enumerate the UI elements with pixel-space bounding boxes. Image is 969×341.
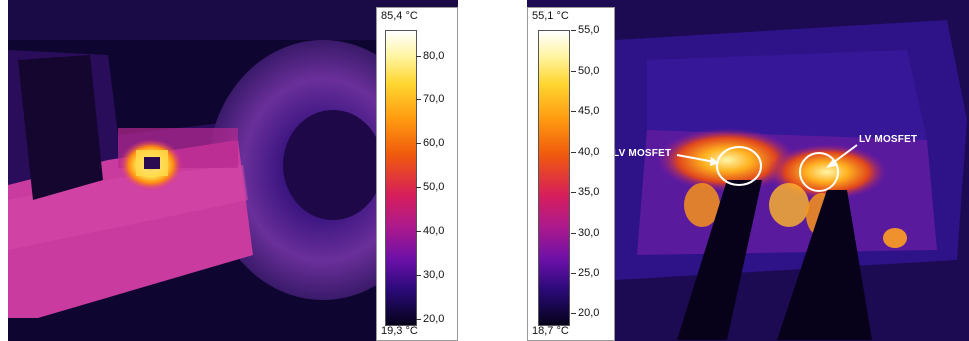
highlight-circle-left <box>716 146 762 186</box>
tick-label: 25,0 <box>570 267 600 279</box>
highlight-circle-right <box>799 152 839 192</box>
temperature-scale-left: 85,4 °C 80,0 70,0 60,0 50,0 40,0 30,0 20… <box>376 7 458 341</box>
tick-label: 20,0 <box>415 313 445 325</box>
tick-label: 60,0 <box>415 137 445 149</box>
dark-block-shape <box>18 55 103 200</box>
annotation-lv-mosfet-right: LV MOSFET <box>859 134 918 145</box>
scale-max-label: 85,4 °C <box>381 10 418 22</box>
tick-label: 50,0 <box>415 181 445 193</box>
tick-label: 50,0 <box>570 65 600 77</box>
tick-label: 80,0 <box>415 50 445 62</box>
tick-label: 30,0 <box>415 269 445 281</box>
tick-label: 55,0 <box>570 24 600 36</box>
probe-shape <box>777 190 872 340</box>
tick-label: 45,0 <box>570 105 600 117</box>
tick-label: 30,0 <box>570 227 600 239</box>
scale-min-label: 19,3 °C <box>381 325 418 337</box>
tick-label: 70,0 <box>415 93 445 105</box>
tick-label: 40,0 <box>415 225 445 237</box>
thermal-image-left: 85,4 °C 80,0 70,0 60,0 50,0 40,0 30,0 20… <box>8 0 458 341</box>
tick-label: 20,0 <box>570 307 600 319</box>
probe-shape <box>677 180 762 340</box>
mosfet-hotspot-left <box>657 128 797 192</box>
thermal-image-right: LV MOSFET LV MOSFET 55,1 °C 55,0 50,0 45… <box>527 0 969 341</box>
temperature-scale-right: 55,1 °C 55,0 50,0 45,0 40,0 35,0 30,0 25… <box>527 7 615 341</box>
scale-min-label: 18,7 °C <box>532 325 569 337</box>
tick-label: 35,0 <box>570 186 600 198</box>
scale-max-label: 55,1 °C <box>532 10 569 22</box>
arrow-right <box>829 144 858 166</box>
annotation-lv-mosfet-left: LV MOSFET <box>613 148 672 159</box>
tick-label: 40,0 <box>570 146 600 158</box>
colorbar-left <box>385 30 417 326</box>
arrow-left <box>676 154 716 163</box>
colorbar-right <box>538 30 570 326</box>
